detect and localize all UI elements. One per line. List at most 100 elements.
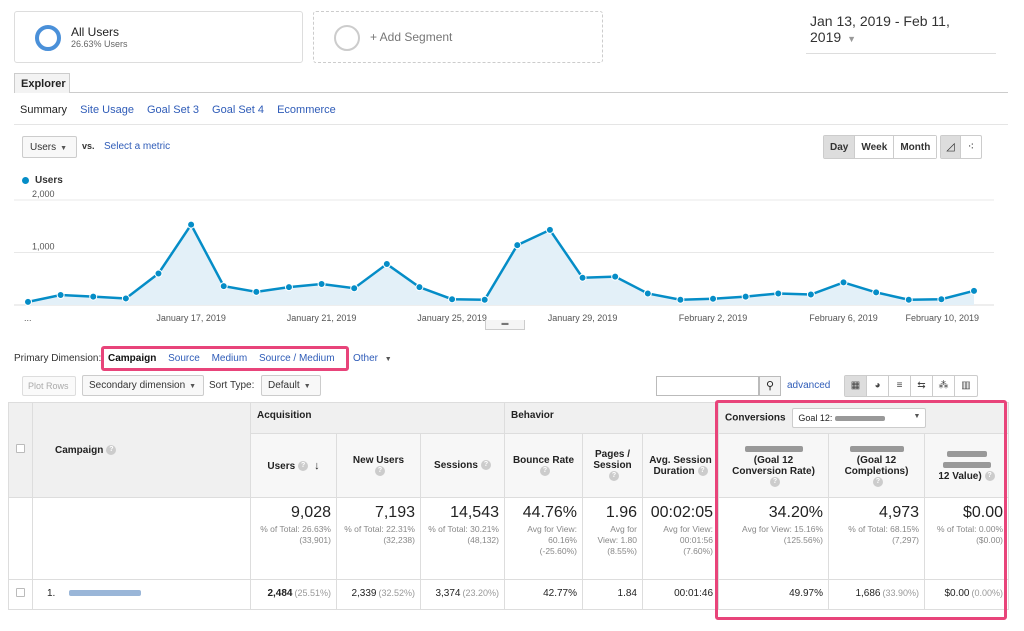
totals-label-cell: [32, 497, 251, 580]
legend-label: Users: [35, 175, 63, 186]
data-table-view-icon[interactable]: ▦: [845, 376, 867, 396]
help-icon[interactable]: ?: [873, 476, 884, 487]
subnav-goal-set-3[interactable]: Goal Set 3: [147, 104, 199, 116]
row-sessions: 3,374 (23.20%): [420, 579, 505, 610]
data-point: [839, 278, 848, 287]
help-icon[interactable]: ?: [609, 471, 619, 482]
date-range-picker[interactable]: Jan 13, 2019 - Feb 11, 2019 ▼: [806, 11, 996, 54]
data-point: [904, 295, 913, 304]
subnav-summary[interactable]: Summary: [20, 104, 68, 116]
data-point: [970, 286, 978, 295]
help-icon[interactable]: ?: [984, 471, 995, 482]
campaign-header-label: Campaign: [55, 444, 104, 456]
row-bounce-rate: 42.77%: [504, 579, 583, 610]
sort-type-dropdown[interactable]: Default ▼: [261, 375, 321, 396]
x-tick-label: January 17, 2019: [156, 313, 226, 323]
chart-resize-handle[interactable]: ▬: [485, 320, 525, 330]
goal-value-header[interactable]: 12 Value)?: [924, 433, 1010, 498]
search-icon[interactable]: ⚲: [759, 376, 781, 396]
conv-rate-header[interactable]: (Goal 12 Conversion Rate)?: [718, 433, 830, 498]
help-icon[interactable]: ?: [770, 476, 781, 487]
advanced-filter-link[interactable]: advanced: [787, 380, 831, 391]
sort-down-icon[interactable]: ↓: [314, 459, 320, 472]
pie-chart-view-icon[interactable]: ◕: [867, 376, 889, 396]
add-segment-label: + Add Segment: [370, 30, 453, 44]
row-sessions-value: 3,374: [435, 588, 461, 599]
goal-dropdown-label: Goal 12:: [798, 413, 833, 423]
tab-explorer[interactable]: Explorer: [14, 73, 70, 93]
secondary-dimension-dropdown[interactable]: Secondary dimension ▼: [82, 375, 204, 396]
x-tick-label: ...: [24, 313, 32, 323]
row-new-users-pct: (32.52%): [378, 588, 415, 598]
sessions-header[interactable]: Sessions?: [420, 433, 505, 498]
users-header[interactable]: Users? ↓: [250, 433, 337, 498]
redacted-text: [849, 445, 904, 452]
month-button[interactable]: Month: [894, 136, 937, 158]
help-icon[interactable]: ?: [375, 465, 385, 476]
segment-ring-icon: [35, 25, 61, 51]
dimension-source[interactable]: Source: [168, 353, 200, 364]
pivot-view-icon[interactable]: ▥: [961, 380, 971, 391]
day-button[interactable]: Day: [824, 136, 856, 158]
row-pages-session: 1.84: [582, 579, 643, 610]
bounce-rate-header[interactable]: Bounce Rate?: [504, 433, 583, 498]
conversions-highlight: [715, 400, 1007, 620]
help-icon[interactable]: ?: [697, 465, 708, 476]
primary-dimension-label: Primary Dimension:: [14, 353, 102, 364]
total-users: 9,028 % of Total: 26.63% (33,901): [250, 497, 337, 580]
line-chart-icon[interactable]: ◿: [941, 136, 961, 158]
total-sessions-value: 14,543: [450, 504, 499, 521]
campaign-header[interactable]: Campaign?: [32, 402, 251, 498]
redacted-campaign-name[interactable]: [69, 590, 142, 597]
segment-all-users[interactable]: All Users 26.63% Users: [14, 11, 303, 63]
redacted-text: [946, 451, 987, 458]
total-bounce-rate-value: 44.76%: [522, 504, 577, 521]
table-search-input[interactable]: [656, 376, 759, 396]
motion-chart-icon[interactable]: ⁖: [967, 141, 975, 153]
dimension-campaign[interactable]: Campaign: [108, 353, 157, 364]
add-segment-button[interactable]: + Add Segment: [313, 11, 603, 63]
row-completions-value: 1,686: [855, 588, 881, 599]
data-point: [774, 289, 783, 298]
dimension-medium[interactable]: Medium: [211, 353, 248, 364]
time-range-buttons: Day Week Month: [823, 135, 938, 159]
acquisition-group-header: Acquisition: [250, 402, 505, 434]
caret-down-icon: ▼: [189, 383, 197, 390]
help-icon[interactable]: ?: [298, 460, 309, 471]
dimension-source-medium[interactable]: Source / Medium: [258, 353, 335, 364]
date-range-text: Jan 13, 2019 - Feb 11, 2019: [810, 13, 950, 45]
table-row[interactable]: 1. 2,484 (25.51%) 2,339 (32.52%) 3,374 (23.…: [8, 579, 1010, 610]
subnav-site-usage[interactable]: Site Usage: [80, 104, 134, 116]
select-metric-link[interactable]: Select a metric: [104, 141, 171, 152]
sort-type-label: Sort Type:: [209, 380, 255, 391]
select-all-checkbox[interactable]: [16, 444, 25, 453]
data-point: [676, 295, 685, 304]
y-tick-label: 1,000: [32, 242, 55, 252]
sort-type-value: Default: [268, 380, 300, 391]
help-icon[interactable]: ?: [480, 460, 491, 471]
new-users-header[interactable]: New Users?: [336, 433, 421, 498]
help-icon[interactable]: ?: [106, 444, 117, 455]
plot-rows-button[interactable]: Plot Rows: [22, 376, 76, 396]
data-point: [252, 287, 261, 296]
data-point: [121, 294, 130, 303]
comparison-view-icon[interactable]: ⇆: [911, 376, 933, 396]
performance-view-icon[interactable]: ≡: [889, 376, 911, 396]
metric-dropdown[interactable]: Users ▼: [22, 136, 77, 158]
data-point: [643, 289, 652, 298]
dimension-other-dropdown[interactable]: Other ▼: [353, 353, 392, 364]
data-point: [806, 290, 815, 299]
segment-title: All Users: [71, 25, 120, 39]
pages-session-header[interactable]: Pages / Session?: [582, 433, 643, 498]
goal-dropdown[interactable]: Goal 12: ▼: [792, 408, 927, 428]
week-button[interactable]: Week: [855, 136, 895, 158]
subnav-ecommerce[interactable]: Ecommerce: [277, 104, 336, 116]
caret-down-icon: ▼: [60, 145, 68, 152]
subnav-goal-set-4[interactable]: Goal Set 4: [212, 104, 265, 116]
avg-duration-header[interactable]: Avg. Session Duration?: [641, 433, 720, 498]
completions-header[interactable]: (Goal 12 Completions)?: [828, 433, 926, 498]
row-checkbox[interactable]: [16, 588, 25, 597]
users-series-line: [27, 222, 975, 304]
term-cloud-view-icon[interactable]: ⁂: [933, 376, 955, 396]
help-icon[interactable]: ?: [540, 465, 550, 476]
